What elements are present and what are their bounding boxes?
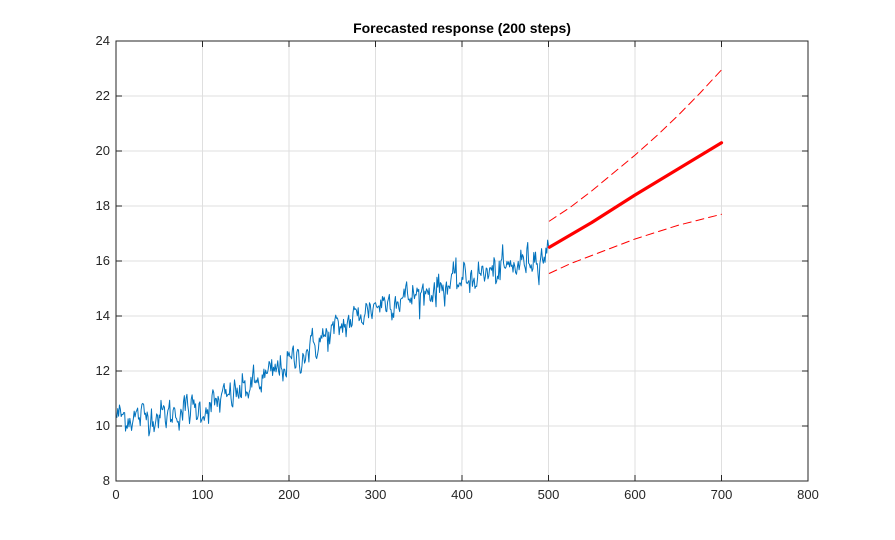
chart-title: Forecasted response (200 steps) [353,20,571,36]
y-tick-label: 14 [96,308,110,323]
upper-bound-series-line [548,69,722,222]
x-tick-label: 500 [538,487,560,502]
observed-series-line [116,239,549,437]
y-tick-label: 10 [96,418,110,433]
x-tick-label: 0 [112,487,119,502]
x-tick-label: 300 [365,487,387,502]
y-tick-label: 20 [96,143,110,158]
y-tick-label: 12 [96,363,110,378]
x-tick-label: 200 [278,487,300,502]
x-tick-label: 800 [797,487,819,502]
forecast-series-line [547,141,724,249]
y-tick-label: 18 [96,198,110,213]
lower-bound-series-line [548,213,722,274]
y-tick-label: 22 [96,88,110,103]
x-tick-label: 700 [711,487,733,502]
x-tick-label: 100 [192,487,214,502]
y-tick-label: 24 [96,33,110,48]
y-tick-label: 8 [103,473,110,488]
series-layer [116,69,724,437]
x-tick-label: 600 [624,487,646,502]
grid [116,41,808,481]
y-tick-label: 16 [96,253,110,268]
x-tick-label: 400 [451,487,473,502]
ticks: 0 100 200 300 400 500 600 700 800 8 10 12 14 16 18 20 22… [96,33,819,502]
